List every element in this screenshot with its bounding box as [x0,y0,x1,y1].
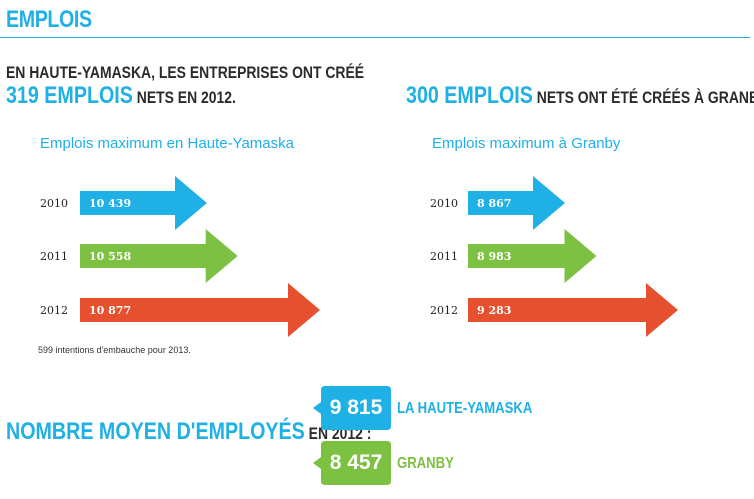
bubble-shape [313,441,391,485]
category-label: 2012 [430,304,458,317]
value-label: 8 867 [477,197,511,210]
average-value: 8 457 [329,451,383,474]
category-label: 2011 [430,250,458,263]
bar-2010 [80,176,207,230]
headline-right: 300 EMPLOIS NETS ONT ÉTÉ CRÉÉS À GRANBY … [406,82,754,110]
bubble-shape [313,386,391,430]
value-label: 9 283 [477,304,511,317]
category-label: 2012 [40,304,68,317]
average-value: 9 815 [329,396,383,419]
title-divider [0,37,750,38]
headline-left-rest: NETS EN 2012. [132,88,236,107]
value-label: 10 439 [89,197,131,210]
average-big: NOMBRE MOYEN D'EMPLOYÉS [6,418,305,445]
headline-left-line1: EN HAUTE-YAMASKA, LES ENTREPRISES ONT CR… [6,63,365,82]
average-employees-heading: NOMBRE MOYEN D'EMPLOYÉS EN 2012 : [6,418,371,446]
bar-2010 [468,176,565,230]
headline-right-big: 300 EMPLOIS [406,82,533,109]
headline-left-line2: 319 EMPLOIS NETS EN 2012. [6,82,236,110]
category-label: 2011 [40,250,68,263]
average-bubble-haute-yamaska: 9 815 LA HAUTE-YAMASKA [313,386,613,430]
average-bubble-granby: 8 457 GRANBY [313,441,613,485]
chart-title-granby: Emplois maximum à Granby [432,135,621,152]
average-label: LA HAUTE-YAMASKA [397,400,533,417]
hiring-note: 599 intentions d'embauche pour 2013. [38,345,191,355]
chart-granby: 2010 8 867 2011 8 983 2012 9 283 [430,176,678,337]
bar-2012 [80,283,320,337]
category-label: 2010 [430,197,458,210]
bar-2011 [80,229,238,283]
page-title: EMPLOIS [6,6,92,33]
value-label: 10 877 [89,304,131,317]
average-label: GRANBY [397,455,454,472]
headline-left-big: 319 EMPLOIS [6,82,133,109]
headline-right-rest: NETS ONT ÉTÉ CRÉÉS À GRANBY ! [532,88,754,107]
value-label: 10 558 [89,250,131,263]
bar-2011 [468,229,597,283]
category-label: 2010 [40,197,68,210]
bar-2012 [468,283,678,337]
value-label: 8 983 [477,250,511,263]
chart-title-haute-yamaska: Emplois maximum en Haute-Yamaska [40,135,294,152]
chart-haute-yamaska: 2010 10 439 2011 10 558 2012 10 877 [40,176,320,337]
